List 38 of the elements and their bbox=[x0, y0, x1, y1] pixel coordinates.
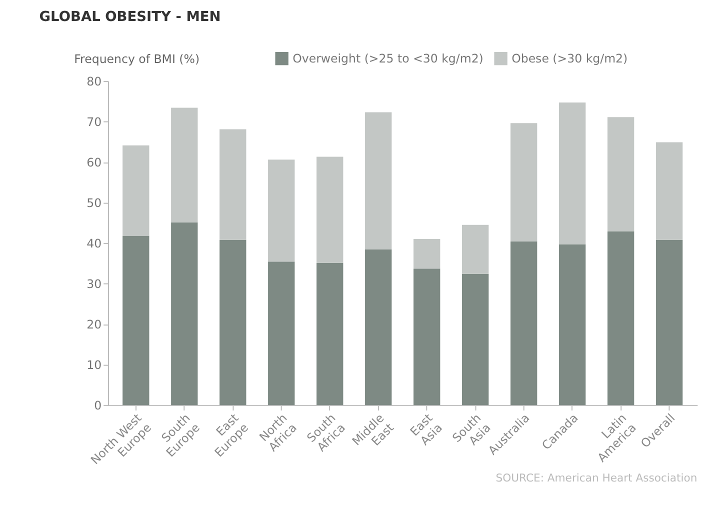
bar bbox=[558, 102, 586, 244]
bar bbox=[656, 240, 683, 406]
bar bbox=[462, 224, 489, 274]
bar bbox=[220, 240, 246, 406]
bar bbox=[510, 241, 538, 406]
bar bbox=[414, 268, 440, 406]
y-tick-label: 30 bbox=[86, 276, 102, 291]
bar bbox=[365, 250, 392, 406]
legend-label: Overweight (>25 to <30 kg/m2) bbox=[292, 52, 484, 66]
bar bbox=[510, 123, 538, 242]
y-tick-label: 40 bbox=[86, 236, 102, 250]
bar bbox=[171, 108, 198, 222]
y-tick-label: 10 bbox=[86, 358, 102, 372]
legend-label: Obese (>30 kg/m2) bbox=[512, 52, 628, 66]
y-tick-label: 60 bbox=[86, 155, 102, 170]
bar bbox=[220, 129, 246, 240]
bar bbox=[268, 160, 295, 262]
bar bbox=[316, 262, 344, 406]
source-note: SOURCE: American Heart Association bbox=[496, 472, 698, 485]
y-tick-label: 0 bbox=[94, 398, 102, 412]
bar bbox=[414, 239, 440, 269]
y-tick-label: 20 bbox=[86, 317, 102, 332]
y-tick-label: 50 bbox=[86, 196, 102, 210]
bar bbox=[462, 274, 489, 406]
y-axis-title: Frequency of BMI (%) bbox=[74, 52, 200, 66]
bar bbox=[365, 112, 392, 250]
chart-title: GLOBAL OBESITY - MEN bbox=[39, 9, 221, 26]
bar bbox=[316, 156, 344, 263]
bar bbox=[607, 117, 634, 232]
bar bbox=[558, 244, 586, 406]
bar bbox=[268, 262, 295, 406]
y-tick-label: 80 bbox=[86, 74, 102, 88]
y-tick-label: 70 bbox=[86, 114, 102, 129]
bar bbox=[607, 231, 634, 406]
bar bbox=[122, 145, 150, 236]
bar bbox=[171, 222, 198, 406]
bar bbox=[122, 236, 150, 406]
bar bbox=[656, 142, 683, 240]
